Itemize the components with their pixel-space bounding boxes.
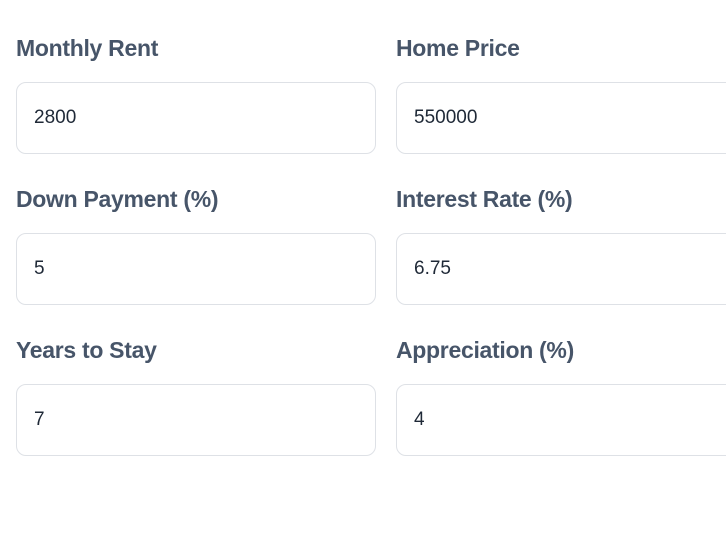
- field-home-price: Home Price: [396, 35, 726, 154]
- calculator-input-form: Monthly Rent Home Price Down Payment (%)…: [16, 35, 726, 456]
- years-to-stay-input[interactable]: [16, 384, 376, 456]
- down-payment-label: Down Payment (%): [16, 186, 219, 212]
- monthly-rent-label: Monthly Rent: [16, 35, 159, 61]
- interest-rate-label: Interest Rate (%): [396, 186, 573, 212]
- down-payment-input[interactable]: [16, 233, 376, 305]
- field-years-to-stay: Years to Stay: [16, 337, 376, 456]
- home-price-label: Home Price: [396, 35, 520, 61]
- field-appreciation: Appreciation (%): [396, 337, 726, 456]
- years-to-stay-label: Years to Stay: [16, 337, 157, 363]
- field-monthly-rent: Monthly Rent: [16, 35, 376, 154]
- appreciation-input[interactable]: [396, 384, 726, 456]
- monthly-rent-input[interactable]: [16, 82, 376, 154]
- field-interest-rate: Interest Rate (%): [396, 186, 726, 305]
- appreciation-label: Appreciation (%): [396, 337, 574, 363]
- interest-rate-input[interactable]: [396, 233, 726, 305]
- home-price-input[interactable]: [396, 82, 726, 154]
- field-down-payment: Down Payment (%): [16, 186, 376, 305]
